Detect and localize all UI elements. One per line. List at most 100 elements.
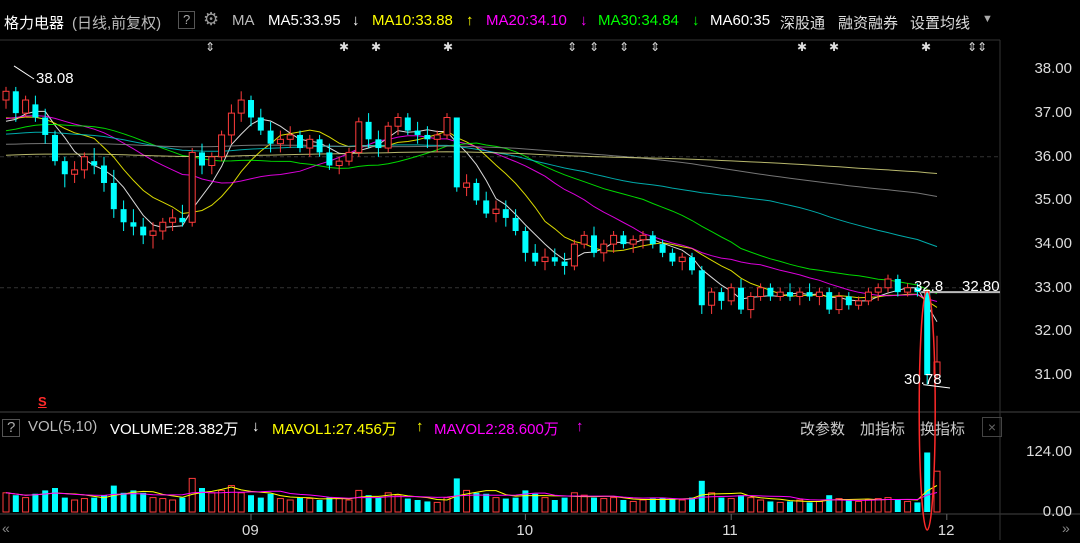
candle-body: [689, 257, 695, 271]
candle-body: [787, 292, 793, 297]
volume-value: VOLUME:28.382万: [110, 421, 239, 438]
scroll-right-icon[interactable]: »: [1062, 520, 1070, 536]
volume-bar: [218, 489, 226, 513]
volume-bar: [864, 499, 872, 513]
volume-bar: [208, 492, 216, 513]
candle-body: [365, 121, 372, 140]
candle-body: [237, 99, 245, 114]
volume-bar: [463, 489, 471, 513]
volume-bar: [52, 488, 58, 512]
scroll-left-icon[interactable]: «: [2, 520, 10, 536]
ma-line-ma30: [5, 124, 938, 295]
candle-body: [2, 90, 10, 101]
candle-body: [453, 117, 460, 188]
stock-name[interactable]: 格力电器: [4, 15, 65, 32]
ma60-value: MA60:35: [710, 12, 771, 29]
candle-body: [375, 139, 382, 149]
volume-bar: [424, 501, 431, 512]
add-indicator-button[interactable]: 加指标: [860, 421, 906, 438]
event-marker-icon[interactable]: ✱: [797, 40, 808, 54]
volume-bar: [453, 478, 460, 512]
volume-bar: [375, 497, 382, 512]
candle-body: [639, 234, 647, 241]
help-button[interactable]: ?: [178, 11, 196, 29]
volume-bar: [257, 497, 264, 512]
shenguTong-button[interactable]: 深股通: [780, 15, 826, 32]
candle-body: [522, 231, 529, 253]
chart-header: 格力电器 (日线,前复权) ? ⚙ MA MA5:33.95 ↓ MA10:33…: [0, 0, 1080, 40]
event-marker-icon[interactable]: ⇕⇕: [967, 40, 988, 54]
volume-bar: [365, 495, 372, 512]
candle-body: [316, 139, 323, 153]
volume-bar: [532, 493, 539, 512]
event-marker-icon[interactable]: ✱: [921, 40, 932, 54]
candle-body: [32, 104, 39, 118]
ma-line-ma120: [5, 142, 938, 197]
change-params-button[interactable]: 改参数: [800, 421, 846, 438]
candle-body: [404, 117, 411, 131]
candle-body: [42, 117, 49, 135]
event-marker-icon[interactable]: ⇕: [589, 40, 600, 54]
volume-bar: [473, 492, 480, 512]
volume-bar: [414, 500, 421, 512]
gear-icon[interactable]: ⚙: [203, 9, 220, 29]
event-marker-icon[interactable]: ⇕: [619, 40, 630, 54]
candle-body: [924, 292, 931, 376]
volume-bar: [179, 497, 186, 512]
event-marker-icon[interactable]: ✱: [443, 40, 454, 54]
ma-label: MA: [232, 12, 255, 29]
candle-body: [130, 222, 137, 227]
event-marker-icon[interactable]: ✱: [339, 40, 350, 54]
volume-bar: [600, 498, 608, 513]
volume-bar: [924, 452, 931, 512]
volume-bar: [669, 498, 676, 512]
candle-body: [101, 165, 107, 183]
volume-bar: [806, 502, 813, 512]
price-tick: 32.00: [1034, 322, 1072, 340]
volume-bar: [80, 498, 88, 513]
ma-settings-button[interactable]: 设置均线: [910, 15, 971, 32]
candle-body: [463, 182, 471, 188]
volume-bar: [512, 497, 519, 512]
candle-body: [257, 117, 264, 131]
event-marker-icon[interactable]: ✱: [829, 40, 840, 54]
switch-indicator-button[interactable]: 换指标: [920, 421, 966, 438]
ma30-arrow-down-icon: ↓: [692, 12, 700, 29]
candle-body: [591, 235, 597, 253]
candle-body: [845, 296, 852, 306]
candle-body: [345, 151, 353, 162]
candle-body: [826, 292, 833, 310]
candle-body: [727, 287, 735, 302]
event-marker-icon[interactable]: ⇕: [205, 40, 216, 54]
x-tick-label: 10: [516, 522, 534, 539]
volume-bar: [561, 497, 568, 512]
volume-bar: [297, 497, 303, 512]
event-marker-icon[interactable]: ⇕: [567, 40, 578, 54]
volume-bar: [2, 492, 10, 513]
close-icon[interactable]: ×: [982, 417, 1002, 437]
candle-body: [473, 182, 480, 201]
ma5-value: MA5:33.95: [268, 12, 341, 29]
vol-help-button[interactable]: ?: [2, 419, 21, 437]
volume-bar: [355, 489, 363, 513]
price-tick: 35.00: [1034, 191, 1072, 209]
x-tick-label: 09: [242, 522, 259, 539]
volume-bar: [335, 498, 343, 513]
chevron-down-icon[interactable]: ▼: [982, 13, 993, 25]
volume-bar: [629, 500, 637, 513]
volume-bar: [689, 497, 695, 512]
candle-body: [570, 243, 578, 267]
volume-bar: [71, 499, 79, 513]
volume-bar: [708, 492, 716, 513]
candle-body: [561, 261, 568, 266]
event-marker-icon[interactable]: ⇕: [650, 40, 661, 54]
margin-trading-button[interactable]: 融资融券: [838, 15, 899, 32]
candle-body: [276, 138, 284, 145]
period-label[interactable]: (日线,前复权): [72, 15, 162, 32]
event-marker-icon[interactable]: ✱: [371, 40, 382, 54]
candle-body: [708, 291, 716, 306]
price-tick: 38.00: [1034, 60, 1072, 78]
volume-bar: [120, 492, 127, 512]
candle-body: [61, 161, 68, 175]
